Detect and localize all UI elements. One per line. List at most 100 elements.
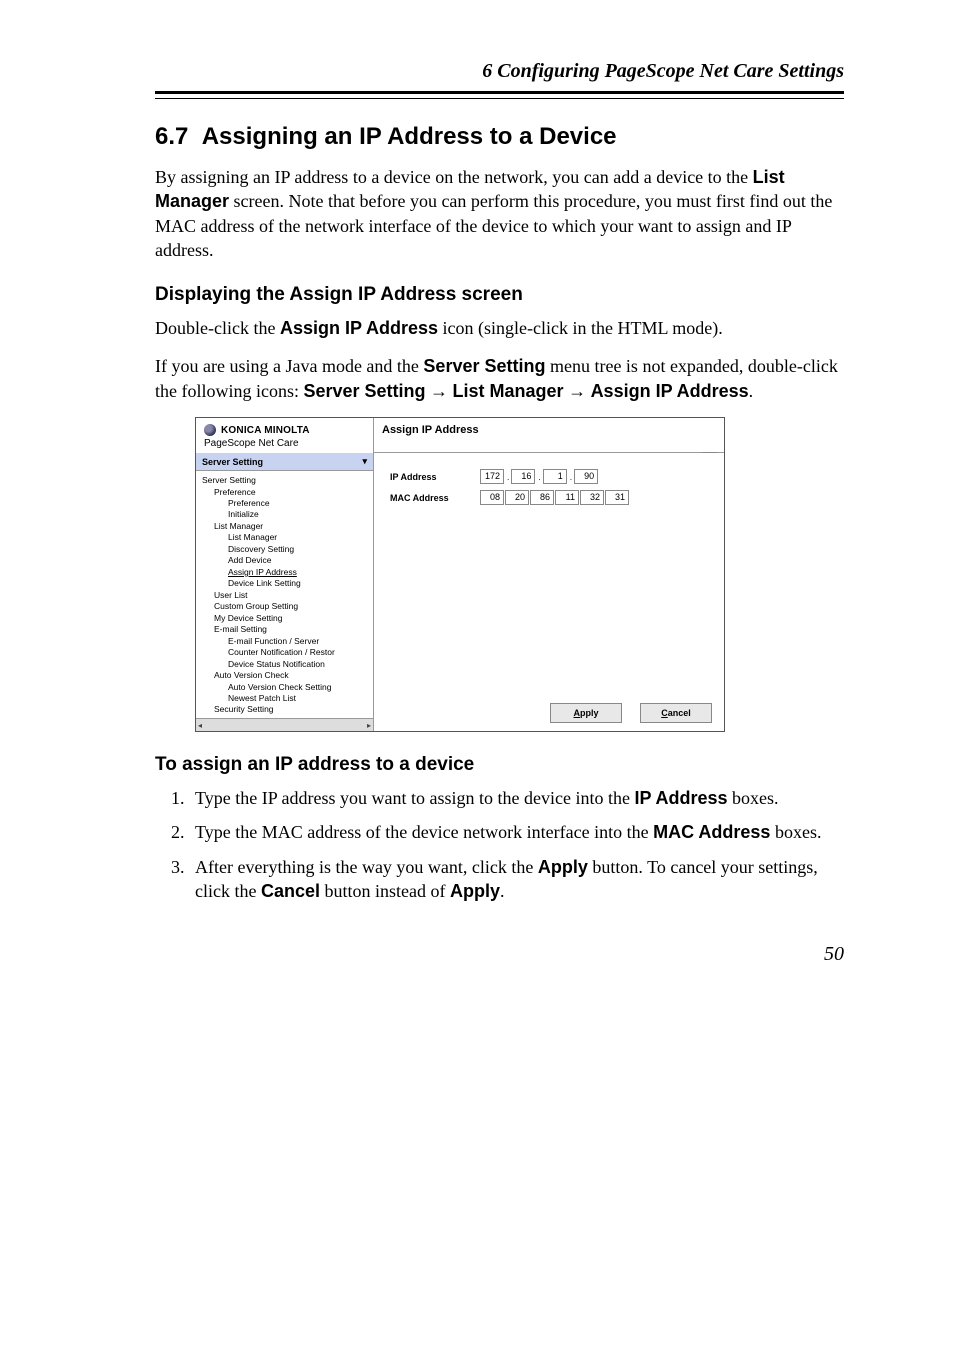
tree-header[interactable]: Server Setting ▾ bbox=[196, 453, 373, 471]
tree-item[interactable]: Newest Patch List bbox=[200, 693, 373, 704]
server-setting-label: Server Setting bbox=[303, 381, 425, 401]
step-3: After everything is the way you want, cl… bbox=[189, 855, 844, 904]
ip-address-label: IP Address bbox=[390, 472, 480, 482]
mac-box-2[interactable]: 20 bbox=[505, 490, 529, 505]
tree-item[interactable]: Auto Version Check Setting bbox=[200, 682, 373, 693]
mac-box-4[interactable]: 11 bbox=[555, 490, 579, 505]
subheading-to-assign: To assign an IP address to a device bbox=[155, 754, 844, 776]
text: Type the IP address you want to assign t… bbox=[195, 788, 634, 808]
steps-list: Type the IP address you want to assign t… bbox=[155, 786, 844, 903]
apply-ul: A bbox=[573, 708, 580, 718]
section-heading: 6.7 Assigning an IP Address to a Device bbox=[155, 123, 844, 151]
assign-ip-label: Assign IP Address bbox=[280, 318, 438, 338]
mac-address-row: MAC Address 08 20 86 11 32 31 bbox=[390, 490, 708, 505]
dot-icon: . bbox=[507, 472, 509, 482]
tree-item[interactable]: List Manager bbox=[200, 532, 373, 543]
tree-item[interactable]: Initialize bbox=[200, 509, 373, 520]
apply-button[interactable]: Apply bbox=[550, 703, 622, 723]
panel-title: Assign IP Address bbox=[374, 418, 724, 453]
cancel-bold: Cancel bbox=[261, 881, 320, 901]
tree-item[interactable]: Device Status Notification bbox=[200, 659, 373, 670]
brand-column: KONICA MINOLTA PageScope Net Care bbox=[196, 418, 374, 453]
header-rule-thin bbox=[155, 98, 844, 99]
screenshot-header: KONICA MINOLTA PageScope Net Care Assign… bbox=[196, 418, 724, 453]
content-pane: IP Address 172. 16. 1. 90 MAC Address 08… bbox=[374, 453, 724, 731]
cancel-button[interactable]: Cancel bbox=[640, 703, 712, 723]
mac-box-6[interactable]: 31 bbox=[605, 490, 629, 505]
tree-header-label: Server Setting bbox=[202, 457, 263, 467]
text: . bbox=[749, 381, 754, 401]
cancel-ul: C bbox=[661, 708, 668, 718]
text: By assigning an IP address to a device o… bbox=[155, 167, 753, 187]
screenshot-body: Server Setting ▾ Server SettingPreferenc… bbox=[196, 453, 724, 731]
ip-octet-4[interactable]: 90 bbox=[574, 469, 598, 484]
step-1: Type the IP address you want to assign t… bbox=[189, 786, 844, 810]
dot-icon: . bbox=[538, 472, 540, 482]
step-2: Type the MAC address of the device netwo… bbox=[189, 820, 844, 844]
tree-item[interactable]: Preference bbox=[200, 498, 373, 509]
text: After everything is the way you want, cl… bbox=[195, 857, 538, 877]
brand-text: KONICA MINOLTA bbox=[221, 425, 310, 436]
horizontal-scrollbar[interactable]: ◂ ▸ bbox=[196, 718, 373, 731]
tree-item[interactable]: Custom Group Setting bbox=[200, 601, 373, 612]
tree-pane: Server Setting ▾ Server SettingPreferenc… bbox=[196, 453, 374, 731]
text: Type the MAC address of the device netwo… bbox=[195, 822, 653, 842]
tree-item[interactable]: List Manager bbox=[200, 521, 373, 532]
server-setting-label: Server Setting bbox=[423, 356, 545, 376]
assign-ip-label: Assign IP Address bbox=[591, 381, 749, 401]
mac-box-5[interactable]: 32 bbox=[580, 490, 604, 505]
arrow-icon: → bbox=[564, 381, 591, 401]
mac-box-1[interactable]: 08 bbox=[480, 490, 504, 505]
button-row: Apply Cancel bbox=[550, 703, 712, 723]
running-header: 6 Configuring PageScope Net Care Setting… bbox=[155, 60, 844, 91]
section-paragraph-1: By assigning an IP address to a device o… bbox=[155, 165, 844, 262]
ip-octet-1[interactable]: 172 bbox=[480, 469, 504, 484]
text: Double-click the bbox=[155, 318, 280, 338]
section-number: 6.7 bbox=[155, 123, 188, 150]
scroll-right-icon: ▸ bbox=[367, 721, 371, 730]
text: screen. Note that before you can perform… bbox=[155, 191, 832, 260]
chevron-down-icon: ▾ bbox=[362, 456, 367, 467]
ip-address-bold: IP Address bbox=[634, 788, 727, 808]
text: button instead of bbox=[320, 881, 450, 901]
apply-bold: Apply bbox=[538, 857, 588, 877]
sub1-paragraph-2: If you are using a Java mode and the Ser… bbox=[155, 354, 844, 403]
tree-item[interactable]: Auto Version Check bbox=[200, 670, 373, 681]
text: . bbox=[500, 881, 505, 901]
tree-item[interactable]: Device Link Setting bbox=[200, 578, 373, 589]
ip-octet-2[interactable]: 16 bbox=[511, 469, 535, 484]
tree-item[interactable]: Assign IP Address bbox=[200, 567, 373, 578]
tree-item[interactable]: Server Setting bbox=[200, 475, 373, 486]
text: icon (single-click in the HTML mode). bbox=[438, 318, 723, 338]
text: boxes. bbox=[770, 822, 821, 842]
mac-box-3[interactable]: 86 bbox=[530, 490, 554, 505]
tree-item[interactable]: My Device Setting bbox=[200, 613, 373, 624]
tree-item[interactable]: Preference bbox=[200, 487, 373, 498]
ip-octet-3[interactable]: 1 bbox=[543, 469, 567, 484]
assign-ip-screenshot: KONICA MINOLTA PageScope Net Care Assign… bbox=[195, 417, 725, 732]
konica-logo-icon bbox=[204, 424, 216, 436]
tree-item[interactable]: E-mail Setting bbox=[200, 624, 373, 635]
text: boxes. bbox=[728, 788, 779, 808]
subheading-displaying: Displaying the Assign IP Address screen bbox=[155, 284, 844, 306]
tree-item[interactable]: Add Device bbox=[200, 555, 373, 566]
brand-row: KONICA MINOLTA bbox=[196, 418, 373, 438]
mac-address-bold: MAC Address bbox=[653, 822, 770, 842]
sub1-paragraph-1: Double-click the Assign IP Address icon … bbox=[155, 316, 844, 340]
tree-items: Server SettingPreferencePreferenceInitia… bbox=[196, 471, 373, 718]
mac-address-label: MAC Address bbox=[390, 493, 480, 503]
tree-item[interactable]: E-mail Function / Server bbox=[200, 636, 373, 647]
list-manager-label: List Manager bbox=[453, 381, 564, 401]
tree-item[interactable]: Counter Notification / Restor bbox=[200, 647, 373, 658]
dot-icon: . bbox=[570, 472, 572, 482]
apply-bold: Apply bbox=[450, 881, 500, 901]
header-rule-thick bbox=[155, 91, 844, 94]
ip-address-row: IP Address 172. 16. 1. 90 bbox=[390, 469, 708, 484]
tree-item[interactable]: User List bbox=[200, 590, 373, 601]
section-title: Assigning an IP Address to a Device bbox=[202, 123, 617, 150]
scroll-left-icon: ◂ bbox=[198, 721, 202, 730]
page-number: 50 bbox=[155, 943, 844, 966]
tree-item[interactable]: Discovery Setting bbox=[200, 544, 373, 555]
tree-item[interactable]: Security Setting bbox=[200, 704, 373, 715]
product-row: PageScope Net Care bbox=[196, 438, 373, 453]
